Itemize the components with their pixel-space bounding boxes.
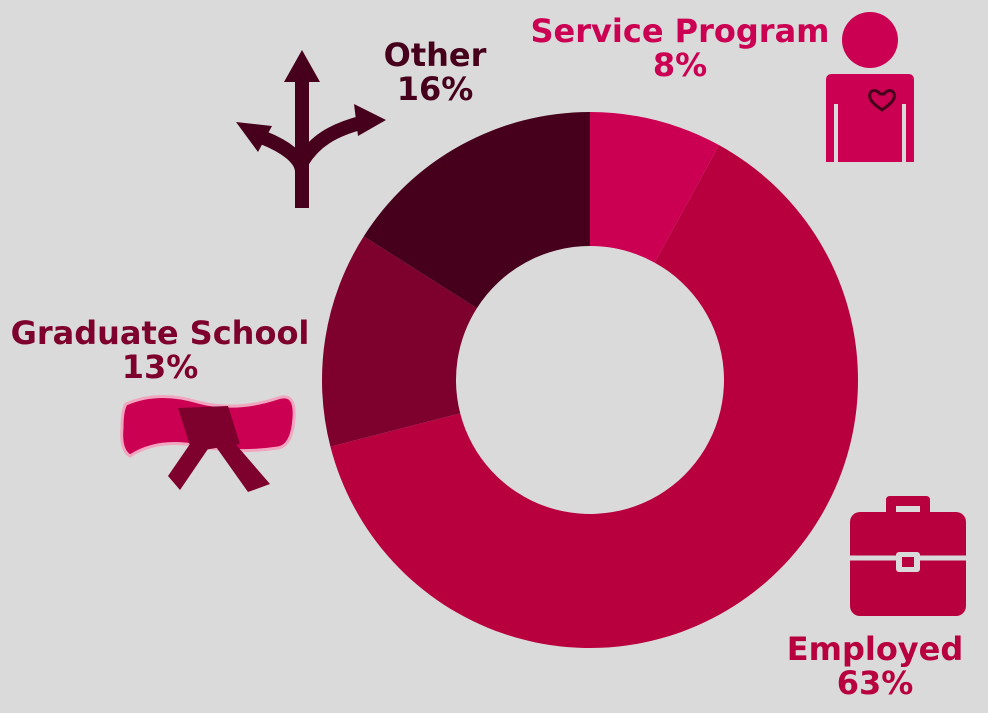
slice-value-service-program: 8% — [525, 48, 835, 82]
label-employed: Employed 63% — [770, 632, 980, 700]
slice-label-employed: Employed — [770, 632, 980, 666]
donut-slices — [322, 112, 858, 648]
label-service-program: Service Program 8% — [525, 14, 835, 82]
diploma-scroll-icon — [118, 388, 300, 500]
crossroads-arrows-icon — [232, 50, 390, 210]
briefcase-icon — [846, 494, 970, 618]
slice-value-graduate-school: 13% — [5, 350, 315, 384]
slice-value-employed: 63% — [770, 666, 980, 700]
slice-label-graduate-school: Graduate School — [5, 316, 315, 350]
person-heart-icon — [822, 8, 918, 164]
label-graduate-school: Graduate School 13% — [5, 316, 315, 384]
slice-label-service-program: Service Program — [525, 14, 835, 48]
